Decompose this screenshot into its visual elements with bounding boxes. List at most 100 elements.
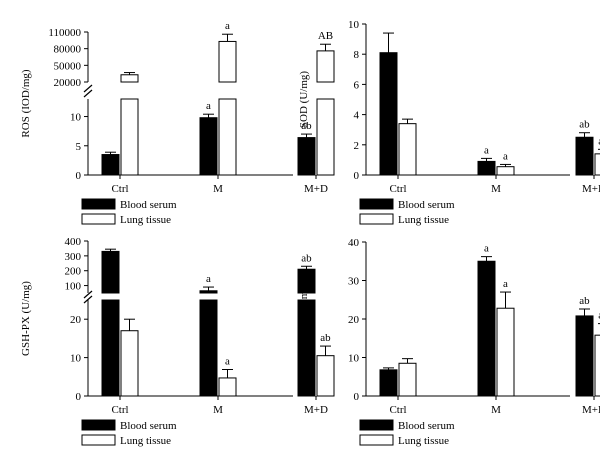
y-tick-label: 300: [65, 251, 82, 263]
y-tick-label: 20: [348, 314, 360, 326]
bar-lower-segment: [316, 98, 335, 176]
bar: [477, 260, 496, 397]
y-tick-label: 5: [76, 141, 82, 153]
legend-swatch: [81, 434, 116, 446]
y-tick-label: 10: [348, 19, 360, 31]
y-tick-label: 200: [65, 266, 82, 278]
y-axis-label: ROS (IOD/mg): [20, 69, 32, 137]
x-tick-label: M+D: [582, 183, 600, 195]
y-tick-label: 30: [348, 276, 360, 288]
y-tick-label: 0: [354, 391, 360, 403]
significance-label: ab: [579, 295, 590, 307]
bar: [218, 377, 237, 397]
mda-panel: MDA (nmol/mg)010203040CtrlMaaM+DababBloo…: [298, 237, 600, 447]
significance-label: a: [225, 20, 230, 32]
y-axis-label: MDA (nmol/mg): [298, 281, 310, 356]
bar: [496, 307, 515, 397]
legend-swatch: [81, 419, 116, 431]
significance-label: a: [484, 243, 489, 255]
y-tick-label: 0: [76, 170, 82, 182]
bar-lower-segment: [120, 98, 139, 176]
legend-label: Lung tissue: [120, 214, 171, 226]
bar-lower-segment: [101, 299, 120, 397]
x-tick-label: M+D: [582, 404, 600, 416]
bar: [398, 123, 417, 176]
significance-label: a: [225, 356, 230, 368]
bar: [477, 160, 496, 176]
x-tick-label: Ctrl: [111, 183, 128, 195]
legend-swatch: [359, 434, 394, 446]
bar: [316, 355, 335, 397]
legend-label: Lung tissue: [398, 214, 449, 226]
bar: [379, 52, 398, 176]
y-tick-label: 400: [65, 236, 82, 248]
y-tick-label: 10: [348, 353, 360, 365]
significance-label: a: [206, 273, 211, 285]
significance-label: ab: [579, 119, 590, 131]
axis-break-mark: [83, 295, 93, 304]
legend-swatch: [359, 213, 394, 225]
legend-swatch: [359, 198, 394, 210]
x-tick-label: M: [213, 183, 223, 195]
y-tick-label: 100: [65, 281, 82, 293]
y-tick-label: 80000: [54, 44, 82, 56]
bar-lower-segment: [199, 299, 218, 397]
y-tick-label: 6: [354, 79, 360, 91]
legend-label: Lung tissue: [120, 435, 171, 447]
bar: [496, 166, 515, 176]
significance-label: AB: [318, 30, 333, 42]
bar: [101, 154, 120, 176]
bar: [594, 334, 600, 397]
y-tick-label: 0: [354, 170, 360, 182]
bar-upper-segment: [199, 290, 218, 294]
x-tick-label: M: [491, 183, 501, 195]
significance-label: a: [484, 144, 489, 156]
bar-lower-segment: [218, 98, 237, 176]
significance-label: a: [503, 150, 508, 162]
bar-upper-segment: [101, 250, 120, 294]
legend-label: Blood serum: [120, 420, 177, 432]
legend-label: Blood serum: [398, 420, 455, 432]
significance-label: a: [503, 278, 508, 290]
bar-upper-segment: [120, 74, 139, 83]
significance-label: ab: [598, 310, 600, 322]
bar-upper-segment: [316, 50, 335, 83]
y-axis-label: SOD (U/mg): [298, 71, 310, 128]
bar: [398, 362, 417, 397]
x-tick-label: Ctrl: [389, 183, 406, 195]
x-tick-label: M: [213, 404, 223, 416]
significance-label: ab: [598, 135, 600, 147]
x-tick-label: M+D: [304, 404, 328, 416]
bar: [575, 136, 594, 176]
legend-swatch: [81, 213, 116, 225]
y-tick-label: 50000: [54, 60, 82, 72]
legend-swatch: [81, 198, 116, 210]
bar: [594, 153, 600, 176]
significance-label: ab: [301, 252, 312, 264]
axis-break-mark: [83, 290, 93, 299]
y-tick-label: 40: [348, 237, 360, 249]
legend-label: Blood serum: [120, 199, 177, 211]
y-tick-label: 20: [70, 314, 82, 326]
ros-panel: ROS (IOD/mg) 0 5 10 20000 50000 80000 110000 Ctr…: [20, 20, 335, 226]
x-tick-label: Ctrl: [389, 404, 406, 416]
y-tick-label: 0: [76, 391, 82, 403]
y-axis-label: GSH-PX (U/mg): [20, 281, 32, 356]
y-tick-label: 10: [70, 112, 82, 124]
bar: [379, 369, 398, 397]
significance-label: ab: [320, 332, 331, 344]
bar-lower-segment: [297, 299, 316, 397]
bar: [120, 330, 139, 397]
y-tick-label: 10: [70, 353, 82, 365]
gsh-px-panel: GSH-PX (U/mg) 0 10 20 100 200 300 400 Ctrl Ma a M+D…: [20, 236, 335, 447]
bar-upper-segment: [218, 40, 237, 83]
x-tick-label: Ctrl: [111, 404, 128, 416]
legend-label: Lung tissue: [398, 435, 449, 447]
y-tick-label: 110000: [48, 27, 81, 39]
legend-swatch: [359, 419, 394, 431]
significance-label: ab: [301, 120, 312, 132]
bar: [575, 315, 594, 397]
x-tick-label: M+D: [304, 183, 328, 195]
